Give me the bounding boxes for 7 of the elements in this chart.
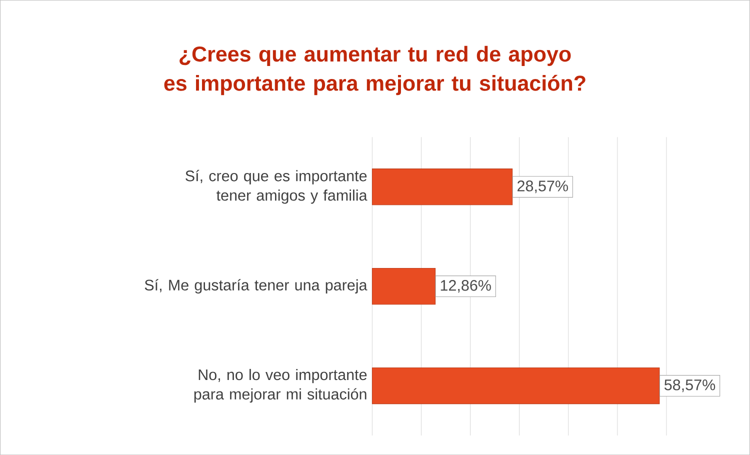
y-tick-label: No, no lo veo importante para mejorar mi situación [194,368,367,402]
data-label: 28,57% [518,180,568,194]
y-tick-label: Sí, Me gustaría tener una pareja [144,279,368,294]
data-label: 12,86% [440,280,491,293]
data-label: 58,57% [664,379,716,392]
chart-title: ¿Crees que aumentar tu red de apoyo es importante para mejorar tu situación? [164,46,586,95]
y-tick-label: Sí, creo que es importante tener amigos y familia [186,170,368,204]
